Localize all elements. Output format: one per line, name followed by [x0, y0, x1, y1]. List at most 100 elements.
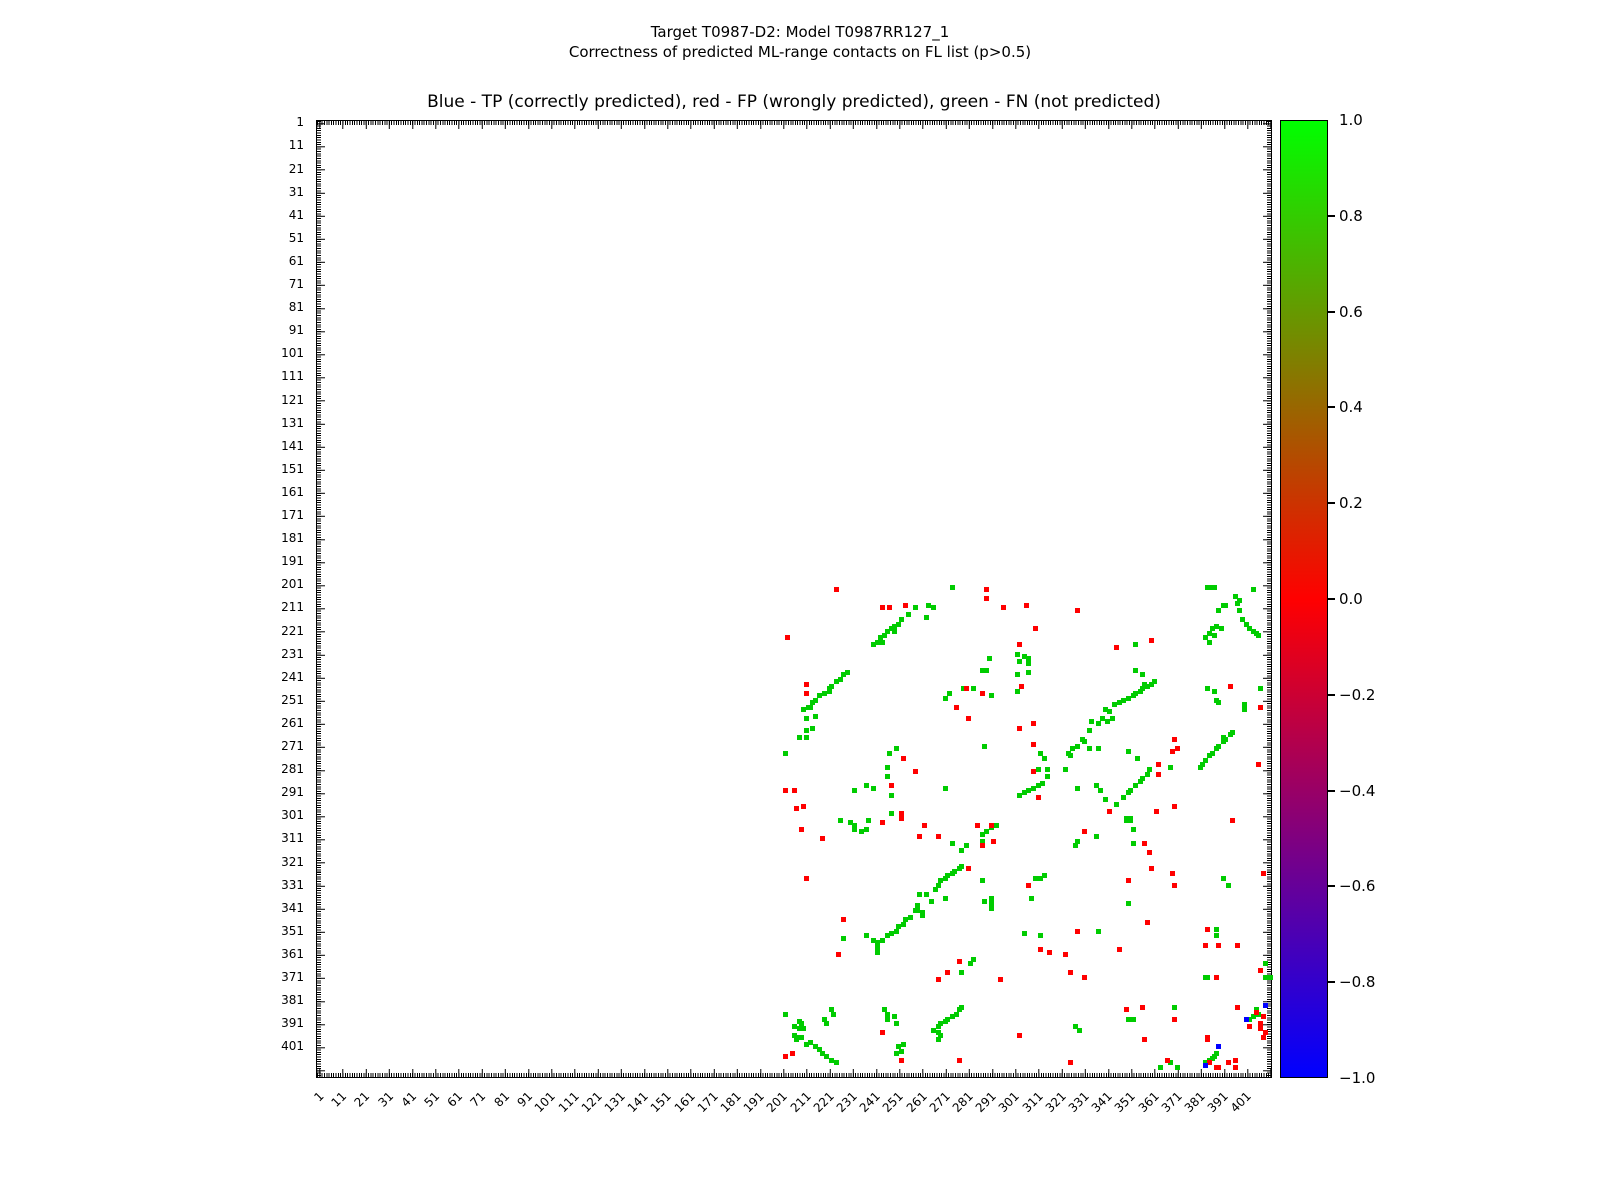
data-point [1207, 640, 1213, 646]
data-point [1146, 767, 1152, 773]
y-tick-label: 121 [281, 392, 304, 407]
data-point [1237, 607, 1243, 613]
data-point [952, 868, 957, 874]
data-point [1211, 688, 1217, 694]
x-tick-label: 201 [764, 1089, 791, 1116]
data-point [979, 831, 985, 837]
colorbar-tick-mark [1328, 598, 1335, 600]
colorbar-tick-label: −1.0 [1339, 1069, 1376, 1087]
data-point [782, 1011, 788, 1017]
x-tick-label: 1 [310, 1089, 327, 1105]
top-major-ticks [317, 121, 1271, 129]
data-point [884, 628, 890, 634]
data-point [1204, 975, 1210, 980]
y-tick-label: 31 [288, 184, 304, 199]
x-tick-label: 301 [996, 1089, 1023, 1116]
plot-area [316, 120, 1273, 1078]
data-point [1172, 882, 1178, 888]
data-point [1170, 748, 1176, 754]
data-point [989, 896, 995, 902]
data-point [1174, 1065, 1180, 1071]
data-point [1228, 732, 1234, 738]
data-point [829, 1007, 835, 1013]
data-point [924, 891, 930, 897]
data-point [1042, 755, 1048, 761]
data-point [942, 695, 948, 701]
data-point [1037, 875, 1043, 881]
y-tick-label: 311 [281, 831, 304, 846]
data-point [1244, 621, 1250, 627]
x-tick-label: 231 [833, 1089, 860, 1116]
data-point [880, 640, 886, 646]
data-point [1149, 637, 1155, 643]
x-tick-label: 281 [949, 1089, 976, 1116]
y-tick-label: 341 [281, 900, 304, 915]
data-point [808, 1039, 814, 1045]
x-tick-label: 91 [514, 1089, 536, 1110]
data-point [833, 679, 839, 685]
data-point [989, 901, 995, 907]
data-point [958, 864, 964, 870]
data-point [979, 667, 985, 673]
data-point [1130, 841, 1136, 847]
y-tick-label: 41 [288, 207, 304, 222]
x-tick-label: 381 [1181, 1089, 1208, 1116]
data-point [1116, 700, 1122, 706]
x-tick-label: 101 [532, 1089, 559, 1116]
data-point [1109, 716, 1115, 722]
data-point [1156, 762, 1162, 768]
colorbar-tick-label: 0.4 [1339, 398, 1363, 417]
data-point [935, 1023, 941, 1029]
data-point [845, 670, 851, 676]
data-point [894, 928, 899, 934]
data-point [1044, 767, 1050, 773]
data-point [1016, 792, 1022, 798]
data-point [1262, 1030, 1268, 1036]
data-point [894, 1051, 899, 1057]
data-point [1128, 817, 1134, 823]
data-point [891, 628, 897, 634]
data-point [798, 1021, 804, 1027]
data-point [884, 1011, 890, 1017]
data-point [989, 905, 995, 911]
x-tick-label: 371 [1158, 1089, 1185, 1116]
data-point [984, 829, 990, 835]
data-point [942, 896, 948, 902]
data-point [914, 903, 920, 909]
x-tick-label: 251 [880, 1089, 907, 1116]
data-point [984, 667, 990, 673]
data-point [900, 921, 906, 927]
data-point [1142, 681, 1148, 687]
colorbar-tick-label: 1.0 [1339, 111, 1363, 129]
x-tick-label: 211 [787, 1089, 814, 1116]
data-point [789, 1051, 795, 1057]
data-point [1035, 767, 1041, 773]
data-point [989, 693, 995, 699]
x-tick-label: 131 [601, 1089, 628, 1116]
colorbar-tick-mark [1328, 406, 1335, 409]
data-point [801, 707, 807, 713]
data-point [1262, 975, 1268, 980]
data-point [880, 820, 886, 826]
data-point [1207, 753, 1213, 759]
data-point [817, 1046, 823, 1052]
data-point [1211, 633, 1217, 639]
y-tick-label: 401 [281, 1039, 304, 1054]
data-point [1235, 1005, 1241, 1011]
data-point [889, 811, 895, 816]
data-point [1044, 774, 1050, 780]
data-point [898, 616, 904, 622]
data-point [931, 605, 937, 611]
y-tick-label: 61 [288, 253, 304, 268]
data-point [970, 686, 976, 692]
data-point [840, 672, 846, 678]
data-point [866, 817, 872, 823]
data-point [1074, 928, 1080, 934]
data-point [870, 642, 876, 648]
data-point [1074, 744, 1080, 749]
data-point [1105, 718, 1111, 724]
colorbar-tick-mark [1328, 693, 1335, 696]
data-point [803, 716, 809, 722]
data-point [1204, 686, 1210, 692]
data-point [942, 785, 948, 791]
